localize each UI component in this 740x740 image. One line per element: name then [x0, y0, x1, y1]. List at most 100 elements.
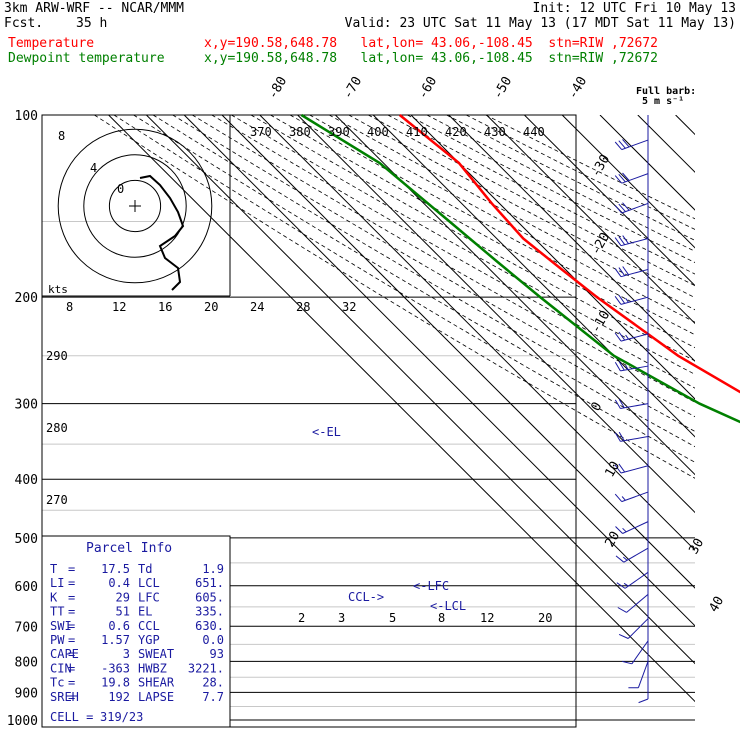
dry-adiabat — [329, 115, 695, 311]
temperature-legend-info: x,y=190.58,648.78 lat,lon= 43.06,-108.45… — [204, 36, 658, 51]
wind-barb — [614, 139, 649, 151]
wind-barb — [628, 661, 649, 689]
pressure-tick-label: 1000 — [7, 714, 38, 729]
parcel-key: LAPSE — [138, 690, 174, 704]
mixing-ratio-label: 20 — [538, 611, 552, 625]
wind-barb-flag — [616, 582, 626, 589]
parcel-level-label: <-LCL — [430, 599, 466, 613]
hodograph-trace — [139, 174, 185, 291]
wind-barb — [618, 618, 649, 639]
cell-label: CELL = — [50, 710, 93, 724]
theta-label: 390 — [328, 125, 350, 139]
dry-adiabat — [348, 115, 695, 299]
wind-barb — [615, 547, 649, 563]
wind-barb-flag — [614, 432, 621, 442]
dry-adiabat — [446, 115, 695, 241]
parcel-value: 192 — [108, 690, 130, 704]
wind-barb-flag — [614, 141, 623, 150]
parcel-value: 93 — [210, 647, 224, 661]
hodograph-ring — [57, 128, 213, 284]
parcel-value: -363 — [101, 661, 130, 675]
wind-barb-flag — [614, 493, 623, 502]
mixing-ratio-label: 8 — [438, 611, 445, 625]
wind-barb-flag — [614, 268, 622, 277]
isotherm-group — [94, 115, 695, 703]
theta-label: 280 — [46, 421, 68, 435]
wind-barb-staff — [620, 403, 649, 409]
isotherm-label: -60 — [415, 74, 440, 102]
hodograph-ring-label: 4 — [90, 161, 97, 175]
isotherm-line — [561, 115, 695, 249]
parcel-value: 651. — [195, 576, 224, 590]
wind-barb — [614, 294, 649, 305]
plot-frame — [41, 114, 577, 728]
forecast-hour-value: 35 h — [76, 16, 108, 31]
pressure-tick-label: 500 — [15, 532, 38, 547]
wind-barb-flag — [622, 235, 629, 244]
isotherm-line — [146, 115, 695, 665]
wind-barb-staff — [620, 238, 649, 247]
wind-barb-flag — [622, 660, 633, 665]
pressure-tick-label: 800 — [15, 655, 38, 670]
parcel-level-label: <-LFC — [413, 579, 449, 593]
hodograph-speed-label: 8 — [66, 300, 73, 314]
wind-barb-flag — [622, 266, 629, 275]
wind-barb-flag — [618, 463, 626, 473]
parcel-info-box: Parcel Info T = 17.5 Td 1.9 LI = 0.4 LCL 651. K = 29 L… — [41, 535, 231, 728]
wind-barb-flag — [617, 607, 627, 613]
wind-barb-flag — [622, 527, 627, 533]
wind-barb — [614, 431, 649, 442]
wind-barb — [614, 331, 649, 342]
wind-barb-flag — [618, 633, 629, 639]
hodograph: 8 4 0 kts — [48, 128, 213, 296]
wind-barb-flag — [618, 431, 625, 441]
dry-adiabat — [387, 115, 695, 275]
isotherm-label: 20 — [602, 529, 623, 550]
wind-barb-staff — [621, 202, 649, 214]
parcel-key: T — [50, 562, 57, 576]
parcel-key: LI — [50, 576, 64, 590]
dry-adiabat — [133, 115, 695, 448]
hodograph-ring-label: 0 — [117, 182, 124, 196]
parcel-key: LCL — [138, 576, 160, 590]
hodograph-ring-label: 8 — [58, 129, 65, 143]
wind-barb — [614, 361, 649, 372]
wind-barbs — [614, 115, 649, 704]
wind-barb-flag — [621, 496, 626, 501]
isotherm-label: 0 — [588, 400, 605, 414]
wind-barb-flag — [615, 555, 625, 563]
parcel-value: 630. — [195, 619, 224, 633]
wind-barb-staff — [620, 296, 649, 305]
dewpoint-legend-name: Dewpoint temperature — [8, 51, 165, 66]
isotherm-line — [108, 115, 695, 703]
parcel-key: CIN — [50, 661, 72, 675]
hodograph-ring — [83, 154, 187, 258]
wind-barb-flag — [618, 294, 626, 304]
wind-barb-staff — [620, 268, 649, 278]
parcel-value: 19.8 — [101, 676, 130, 690]
temperature-legend-name: Temperature — [8, 36, 95, 51]
wind-barb — [615, 521, 649, 534]
parcel-key: SWEAT — [138, 647, 174, 661]
wind-barb-flag — [622, 172, 630, 181]
parcel-key: CCL — [138, 619, 160, 633]
wind-barb-flag — [614, 332, 622, 342]
parcel-key: LFC — [138, 590, 160, 604]
parcel-value: 1.57 — [101, 633, 130, 647]
wind-barb-flag — [625, 334, 629, 340]
wind-barb-staff — [637, 661, 649, 688]
dry-adiabat — [211, 115, 695, 389]
dry-adiabat — [152, 115, 695, 432]
parcel-eq: = — [68, 576, 75, 590]
hodograph-speed-label: 24 — [250, 300, 264, 314]
dry-adiabat — [289, 115, 695, 336]
pressure-axis: 100 200 300 400 500 600 700 800 900 1000 — [7, 109, 38, 729]
parcel-key: SREH — [50, 690, 79, 704]
isotherm-label: 10 — [602, 459, 623, 480]
isotherm-line — [410, 115, 695, 400]
wind-barb-staff — [620, 365, 649, 372]
parcel-key: Tc — [50, 676, 64, 690]
wind-barb-staff — [624, 571, 649, 589]
wind-barb-flag — [625, 298, 629, 303]
